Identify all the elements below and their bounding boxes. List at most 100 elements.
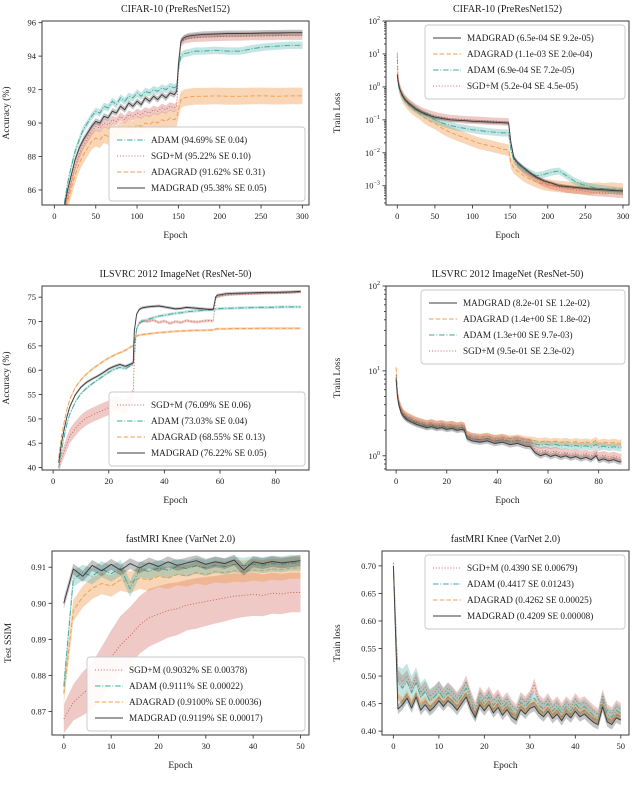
x-tick-label: 10 xyxy=(107,741,116,751)
y-tick-label: 92 xyxy=(28,85,37,95)
series-band-sgdm xyxy=(396,370,622,462)
y-tick-label: 10−3 xyxy=(365,181,380,191)
legend-box xyxy=(108,126,306,202)
series-band-adagrad xyxy=(63,557,301,705)
x-tick-label: 0 xyxy=(394,476,398,486)
x-tick-label: 0 xyxy=(62,741,66,751)
x-tick-label: 0 xyxy=(51,476,55,486)
y-tick-label: 10−2 xyxy=(365,148,380,158)
series-line-adagrad xyxy=(395,367,622,444)
series-band-adagrad xyxy=(396,363,622,447)
legend-label-madgrad: MADGRAD (0.4209 SE 0.00008) xyxy=(467,611,593,621)
axes-ticks xyxy=(38,296,277,474)
legend-label-adagrad: ADAGRAD (0.9100% SE 0.00036) xyxy=(129,697,261,707)
series-line-adam xyxy=(392,565,622,720)
x-tick-label: 50 xyxy=(617,741,626,751)
x-axis-label: Epoch xyxy=(163,496,188,506)
legend-box xyxy=(420,289,626,365)
x-tick-label: 250 xyxy=(255,211,268,221)
x-tick-label: 10 xyxy=(435,741,444,751)
chart-imagenet-train-loss: ILSVRC 2012 ImageNet (ResNet-50) Train Lo… xyxy=(320,265,640,530)
x-axis-label: Epoch xyxy=(163,231,188,241)
series-line-madgrad xyxy=(396,74,623,192)
x-tick-label: 200 xyxy=(213,211,226,221)
x-tick-label: 80 xyxy=(594,476,603,486)
axes-ticks xyxy=(38,22,303,209)
y-tick-label: 65 xyxy=(28,341,37,351)
y-tick-label: 88 xyxy=(28,151,37,161)
y-tick-label: 101 xyxy=(368,366,380,376)
series-line-madgrad xyxy=(63,559,301,604)
x-tick-label: 40 xyxy=(249,741,258,751)
x-tick-label: 60 xyxy=(216,476,225,486)
cifar10-accuracy-canvas: CIFAR-10 (PreResNet152) Accuracy (%) Epoch… xyxy=(1,4,310,241)
x-tick-label: 100 xyxy=(131,211,144,221)
y-tick-label: 0.65 xyxy=(361,588,376,598)
plot-area xyxy=(63,29,303,205)
x-tick-label: 30 xyxy=(202,741,211,751)
series-line-madgrad xyxy=(58,290,301,463)
legend-box xyxy=(108,391,306,467)
legend-label-madgrad: MADGRAD (8.2e-01 SE 1.2e-02) xyxy=(463,298,590,308)
legend-label-adagrad: ADAGRAD (91.62% SE 0.31) xyxy=(151,167,265,177)
x-tick-label: 40 xyxy=(493,476,502,486)
legend-label-sgdm: SGD+M (9.5e-01 SE 2.3e-02) xyxy=(463,346,574,356)
y-tick-label: 100 xyxy=(368,451,380,461)
series-line-sgdm xyxy=(395,374,622,459)
series-band-madgrad xyxy=(396,376,622,465)
legend-label-adagrad: ADAGRAD (1.1e-03 SE 2.0e-04) xyxy=(467,49,592,59)
fastmri-loss-canvas: fastMRI Knee (VarNet 2.0) Train loss Epoch… xyxy=(333,534,630,771)
series-band-adagrad xyxy=(64,87,303,205)
legend-label-adam: ADAM (73.03% SE 0.04) xyxy=(151,416,247,426)
series-band-sgdm xyxy=(63,572,301,734)
axes-frame xyxy=(41,285,310,471)
series-line-adam xyxy=(63,44,303,204)
x-tick-label: 200 xyxy=(541,211,554,221)
y-axis-label: Train loss xyxy=(333,624,343,662)
legend-label-madgrad: MADGRAD (95.38% SE 0.05) xyxy=(151,183,267,193)
legend-label-adam: ADAM (94.69% SE 0.04) xyxy=(151,135,247,145)
legend-label-madgrad: MADGRAD (6.5e-04 SE 9.2e-05) xyxy=(467,33,594,43)
legend-label-adam: ADAM (1.3e+00 SE 9.7e-03) xyxy=(463,330,573,340)
x-tick-label: 50 xyxy=(431,211,440,221)
x-tick-label: 20 xyxy=(154,741,163,751)
y-tick-label: 0.90 xyxy=(31,598,46,608)
chart-fastmri-test-ssim: fastMRI Knee (VarNet 2.0) Test SSIM Epoch 0… xyxy=(0,530,320,795)
x-tick-label: 0 xyxy=(391,741,395,751)
y-tick-label: 0.87 xyxy=(31,707,46,717)
x-tick-label: 40 xyxy=(160,476,169,486)
x-tick-label: 0 xyxy=(52,211,56,221)
x-tick-label: 300 xyxy=(296,211,309,221)
legend-label-adagrad: ADAGRAD (1.4e+00 SE 1.8e-02) xyxy=(463,314,590,324)
y-tick-label: 0.88 xyxy=(31,670,46,680)
axes-frame xyxy=(385,285,630,471)
axes-ticks xyxy=(378,565,622,739)
series-band-adam xyxy=(63,555,301,695)
axes-frame xyxy=(381,550,630,736)
y-tick-label: 0.50 xyxy=(361,671,376,681)
legend: SGD+M (76.09% SE 0.06) ADAM (73.03% SE 0.… xyxy=(108,391,306,467)
chart-title: fastMRI Knee (VarNet 2.0) xyxy=(126,534,235,545)
chart-cifar10-accuracy: CIFAR-10 (PreResNet152) Accuracy (%) Epoch… xyxy=(0,0,320,265)
series-line-adagrad xyxy=(58,327,301,458)
legend-label-adam: ADAM (6.9e-04 SE 7.2e-05) xyxy=(467,65,574,75)
x-axis-label: Epoch xyxy=(168,761,193,771)
x-tick-label: 300 xyxy=(617,211,630,221)
series-line-adagrad xyxy=(66,95,303,205)
y-tick-label: 70 xyxy=(28,317,37,327)
axes-ticks xyxy=(48,566,301,739)
y-axis-label: Train Loss xyxy=(333,357,343,398)
series-line-adagrad xyxy=(396,52,623,190)
y-tick-label: 0.45 xyxy=(361,699,376,709)
series-line-adagrad xyxy=(63,567,301,694)
x-axis-label: Epoch xyxy=(495,231,520,241)
x-tick-label: 250 xyxy=(579,211,592,221)
legend-label-madgrad: MADGRAD (0.9119% SE 0.00017) xyxy=(129,713,263,723)
chart-imagenet-accuracy: ILSVRC 2012 ImageNet (ResNet-50) Accuracy… xyxy=(0,265,320,530)
chart-title: ILSVRC 2012 ImageNet (ResNet-50) xyxy=(432,269,584,280)
imagenet-accuracy-canvas: ILSVRC 2012 ImageNet (ResNet-50) Accuracy… xyxy=(1,269,310,506)
series-line-madgrad xyxy=(392,565,622,725)
x-tick-label: 50 xyxy=(296,741,305,751)
chart-title: fastMRI Knee (VarNet 2.0) xyxy=(451,534,560,545)
legend: MADGRAD (6.5e-04 SE 9.2e-05) ADAGRAD (1.1… xyxy=(424,24,626,100)
